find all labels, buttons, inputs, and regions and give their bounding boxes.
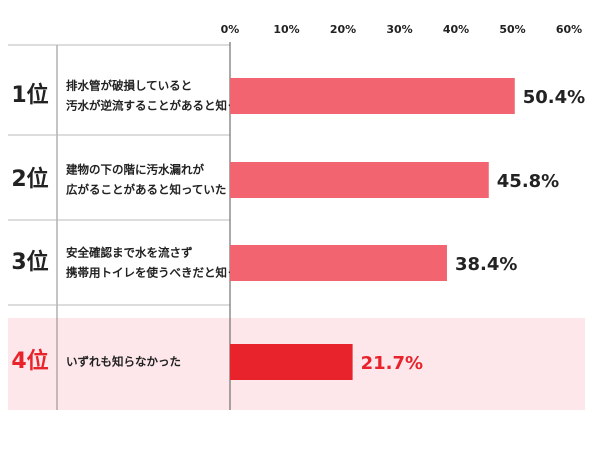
category-label: 広がることがあると知っていた [66, 183, 226, 197]
category-label: 携帯用トイレを使うべきだと知っていた [66, 266, 272, 280]
x-tick-label: 30% [386, 23, 412, 36]
value-label: 45.8% [497, 171, 559, 192]
category-label: いずれも知らなかった [66, 355, 181, 369]
rank-label: 2位 [11, 166, 48, 192]
rank-label: 1位 [11, 82, 48, 108]
x-tick-label: 40% [443, 23, 469, 36]
x-tick-label: 0% [221, 23, 240, 36]
category-label: 排水管が破損していると [66, 79, 192, 93]
x-tick-label: 60% [556, 23, 582, 36]
bar [230, 245, 447, 281]
value-label: 38.4% [455, 254, 517, 275]
rank-label: 3位 [11, 249, 48, 275]
rank-label: 4位 [11, 348, 48, 374]
value-label: 50.4% [523, 87, 585, 108]
x-tick-label: 50% [499, 23, 525, 36]
category-label: 汚水が逆流することがあると知っていた [66, 99, 272, 113]
bar [230, 344, 353, 380]
x-tick-label: 10% [273, 23, 299, 36]
bar [230, 162, 489, 198]
bar [230, 78, 515, 114]
category-label: 安全確認まで水を流さず [66, 246, 193, 260]
value-label: 21.7% [361, 353, 423, 374]
x-tick-label: 20% [330, 23, 356, 36]
category-label: 建物の下の階に汚水漏れが [66, 163, 204, 177]
